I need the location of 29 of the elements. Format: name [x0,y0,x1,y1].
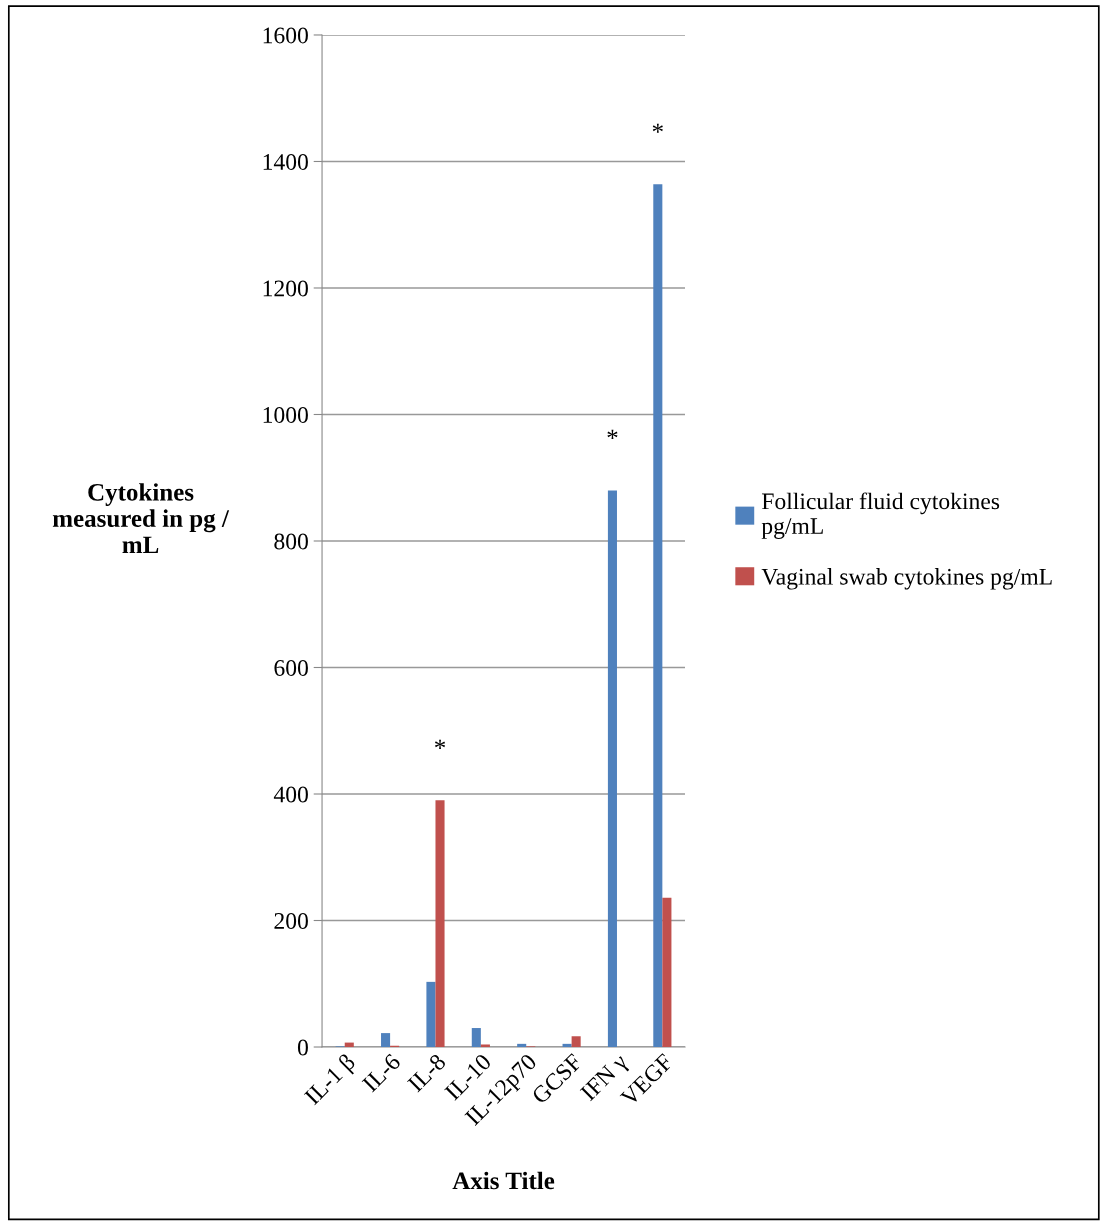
bar [562,1043,572,1048]
legend-label: Vaginal swab cytokines pg/mL [761,568,1052,590]
annotation: * [607,429,618,439]
y-tick-label: 1000 [263,406,308,423]
y-tick-label: 400 [273,786,308,803]
bar [381,1033,391,1048]
y-tick-label: 800 [274,533,308,550]
bar [571,1036,581,1048]
bar [426,981,436,1048]
bar [653,184,663,1048]
y-tick-label: 1200 [263,280,308,297]
bar [517,1043,527,1048]
legend-label: Follicular fluid cytokines pg/mL [761,492,1000,539]
x-axis-title: Axis Title [452,1171,555,1190]
y-axis-title: Cytokines measured in pg / mL [52,483,230,554]
bar [435,800,445,1048]
y-tick-label: 0 [297,1039,308,1056]
bar [480,1044,490,1048]
annotation: * [434,739,446,749]
bar [662,897,672,1048]
bar [607,490,617,1048]
annotation: * [652,123,663,133]
y-tick-label: 1600 [263,27,308,44]
y-tick-label: 200 [274,913,308,929]
x-tick-label: IL-6 [361,1052,402,1093]
y-tick-label: 600 [274,659,308,676]
bar [471,1028,481,1048]
bar [344,1042,354,1048]
y-tick-label: 1400 [263,153,308,170]
